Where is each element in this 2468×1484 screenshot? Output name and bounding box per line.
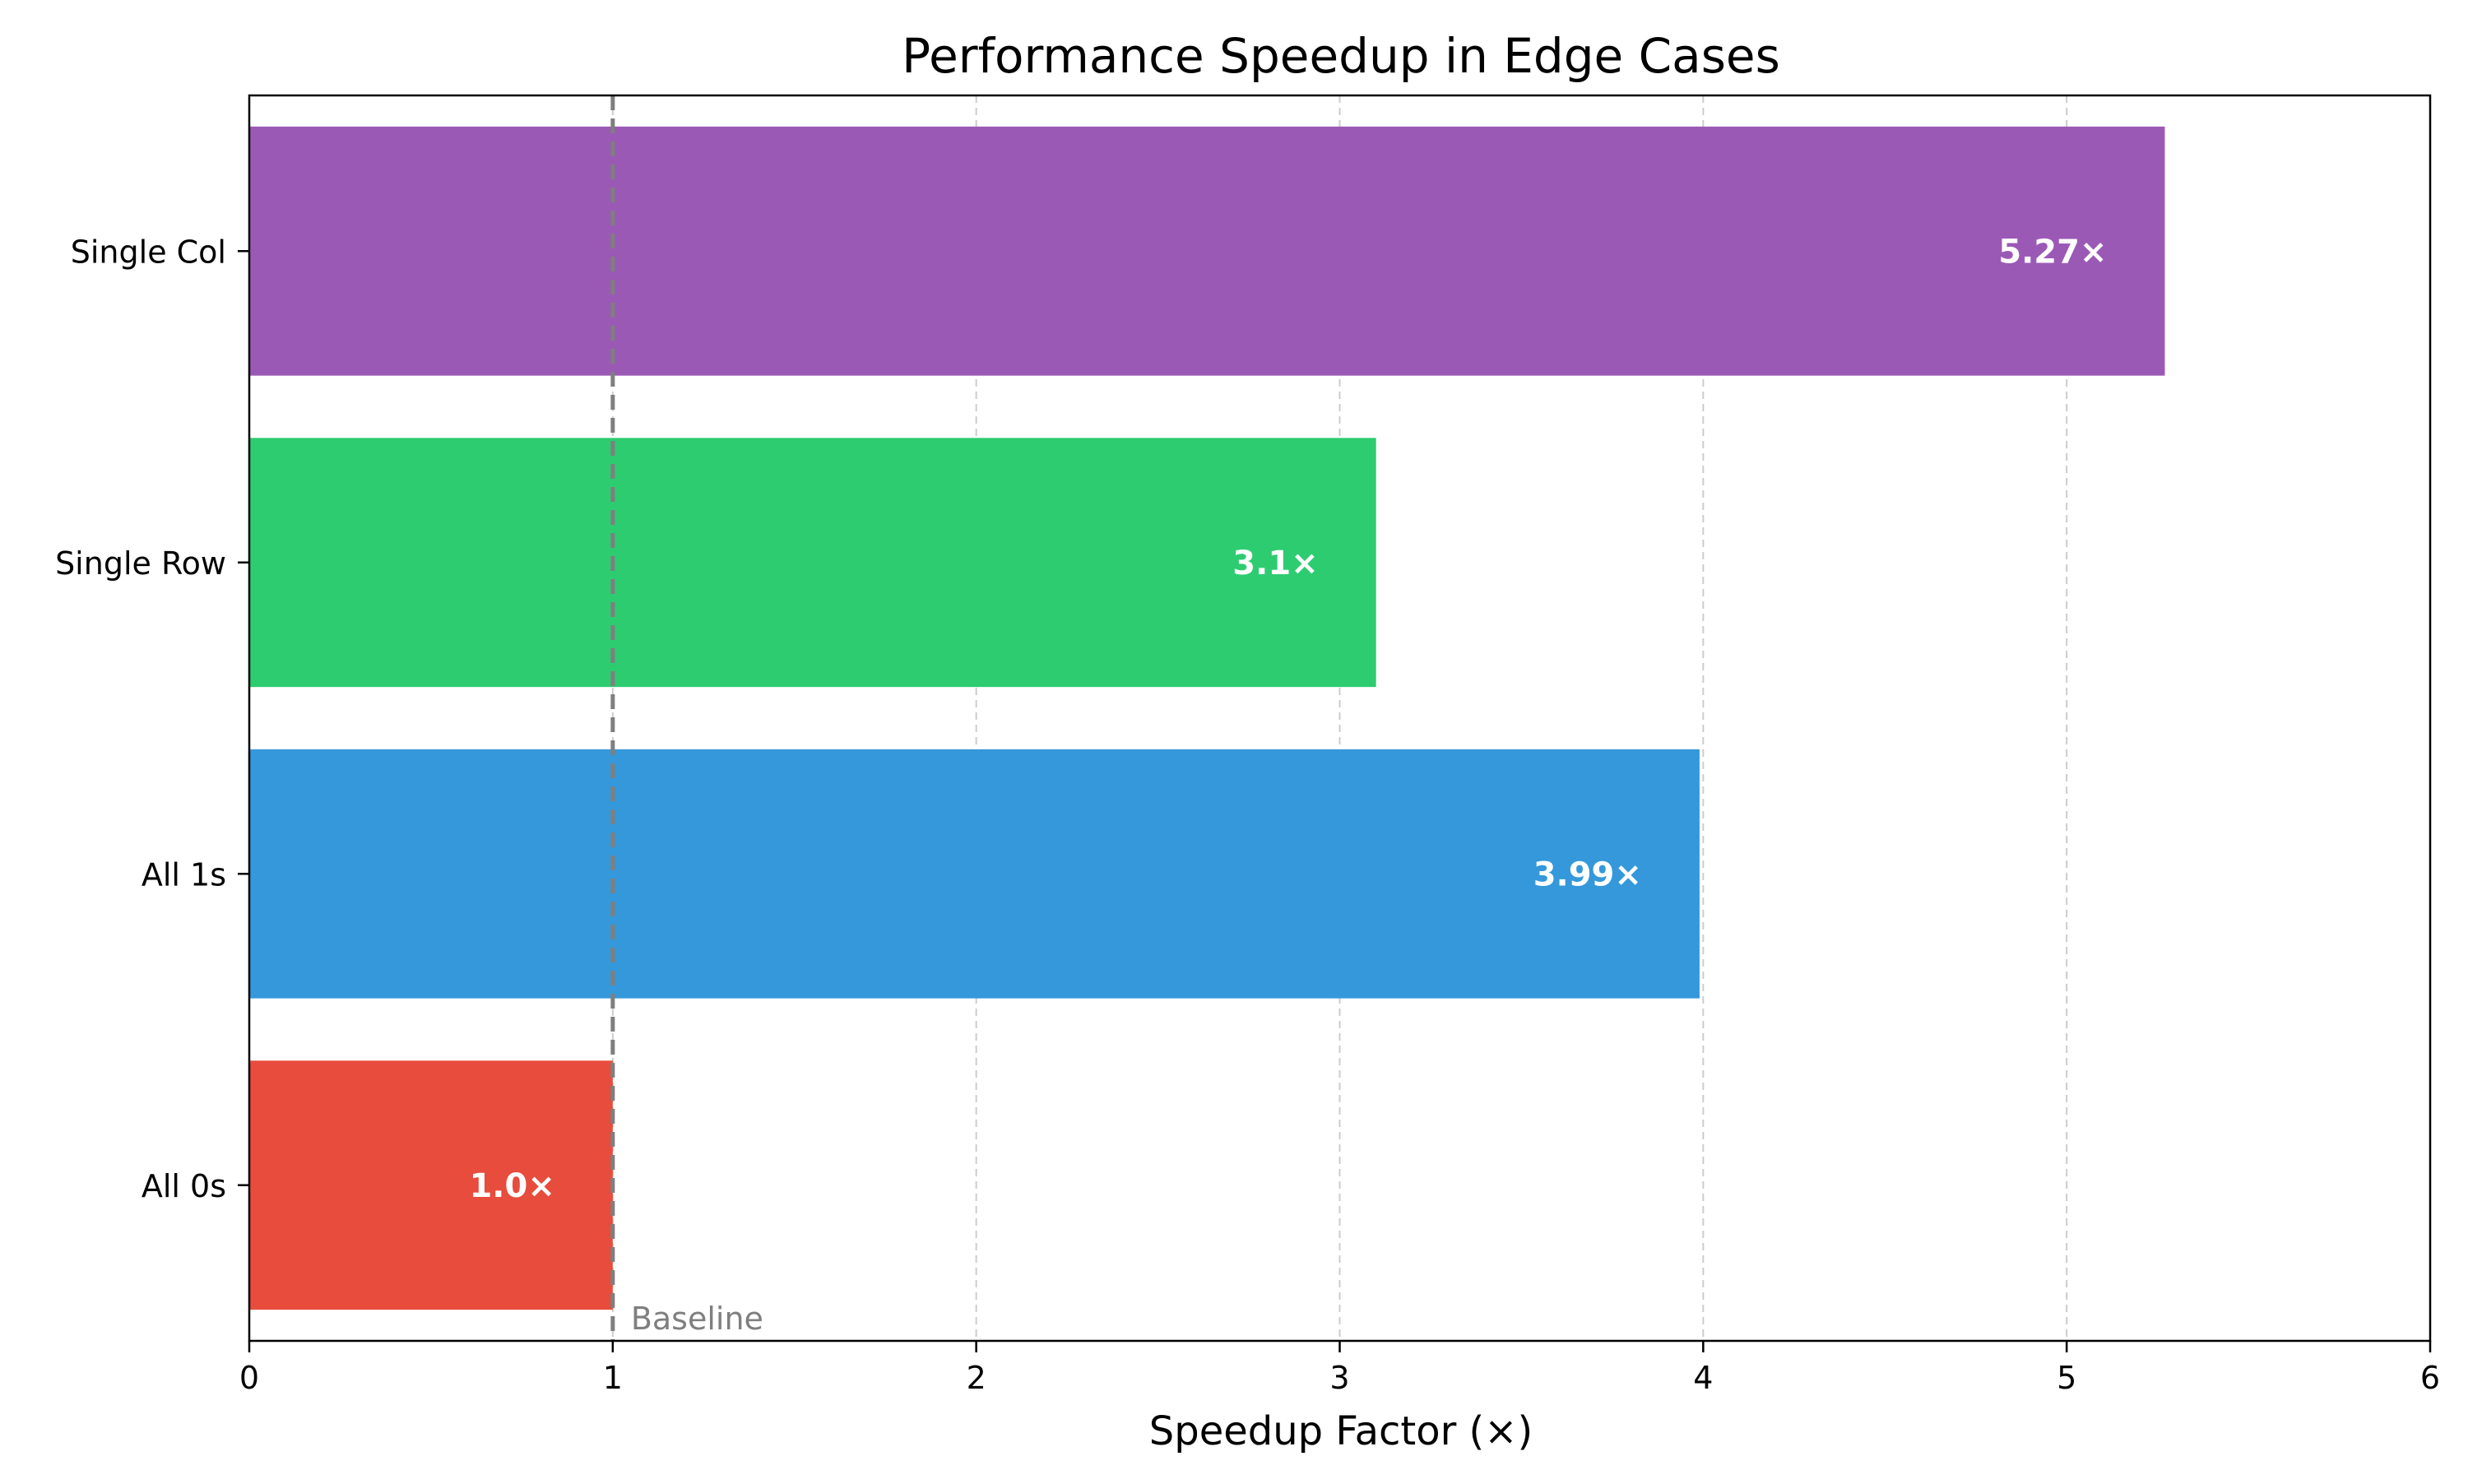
bar-single-col <box>249 126 2165 376</box>
x-tick-label: 1 <box>603 1360 623 1396</box>
x-tick-label: 3 <box>1329 1360 1349 1396</box>
baseline-label: Baseline <box>631 1301 763 1337</box>
bar-value-label: 1.0× <box>469 1167 554 1205</box>
bars-layer <box>249 126 2165 1310</box>
bar-single-row <box>249 438 1376 688</box>
value-labels-layer: 1.0× 3.99× 3.1× 5.27× <box>469 233 2107 1205</box>
x-axis-label: Speedup Factor (×) <box>1149 1408 1533 1454</box>
y-tick-label: Single Row <box>55 545 226 582</box>
y-tick-label: Single Col <box>71 234 226 270</box>
x-tick-label: 5 <box>2057 1360 2076 1396</box>
x-tick-label: 6 <box>2420 1360 2440 1396</box>
x-tick-label: 2 <box>967 1360 986 1396</box>
baseline-layer: Baseline <box>610 95 763 1341</box>
bar-value-label: 5.27× <box>1998 233 2107 271</box>
x-axis: 0 1 2 3 4 5 6 <box>239 1341 2440 1396</box>
bar-value-label: 3.1× <box>1232 545 1318 582</box>
x-tick-label: 0 <box>239 1360 259 1396</box>
chart-title: Performance Speedup in Edge Cases <box>902 28 1780 84</box>
bar-value-label: 3.99× <box>1533 856 1642 893</box>
x-tick-label: 4 <box>1693 1360 1713 1396</box>
bar-all-1s <box>249 749 1700 999</box>
y-tick-label: All 1s <box>141 856 226 893</box>
y-tick-label: All 0s <box>141 1168 226 1204</box>
bar-all-0s <box>249 1060 613 1310</box>
y-axis: All 0s All 1s Single Row Single Col <box>55 234 249 1204</box>
